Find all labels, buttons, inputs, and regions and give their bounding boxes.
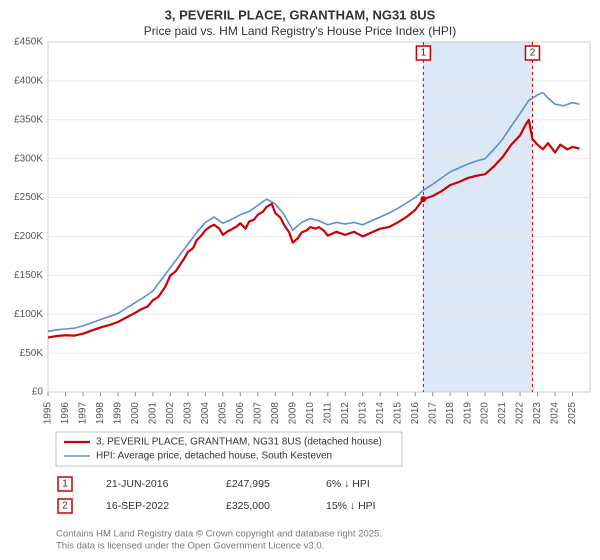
x-tick-label: 2020 — [480, 402, 491, 425]
x-tick-label: 2007 — [252, 402, 263, 425]
datarow-date: 21-JUN-2016 — [106, 478, 169, 490]
y-tick-label: £200K — [14, 231, 43, 242]
x-tick-label: 1998 — [95, 402, 106, 425]
sale-point — [420, 196, 426, 202]
ownership-band — [423, 42, 532, 392]
legend-label-price: 3, PEVERIL PLACE, GRANTHAM, NG31 8US (de… — [96, 437, 382, 448]
y-tick-label: £50K — [20, 348, 44, 359]
x-tick-label: 2005 — [217, 402, 228, 425]
x-tick-label: 2022 — [515, 402, 526, 425]
x-tick-label: 2010 — [305, 402, 316, 425]
x-tick-label: 1999 — [113, 402, 124, 425]
x-tick-label: 2008 — [270, 402, 281, 425]
legend-label-hpi: HPI: Average price, detached house, Sout… — [96, 451, 332, 462]
x-tick-label: 1997 — [78, 402, 89, 425]
chart-title-line2: Price paid vs. HM Land Registry's House … — [144, 24, 456, 38]
x-tick-label: 1995 — [43, 402, 54, 425]
chart-title-line1: 3, PEVERIL PLACE, GRANTHAM, NG31 8US — [165, 7, 436, 22]
attribution-line2: This data is licensed under the Open Gov… — [56, 541, 324, 552]
x-tick-label: 2016 — [410, 402, 421, 425]
y-tick-label: £350K — [14, 114, 43, 125]
x-tick-label: 2009 — [287, 402, 298, 425]
datarow-price: £247,995 — [226, 478, 270, 490]
x-tick-label: 2001 — [148, 402, 159, 425]
x-tick-label: 2025 — [567, 402, 578, 425]
x-tick-label: 2017 — [427, 402, 438, 425]
x-tick-label: 2012 — [340, 402, 351, 425]
x-tick-label: 2018 — [445, 402, 456, 425]
x-tick-label: 1996 — [60, 402, 71, 425]
x-tick-label: 2003 — [183, 402, 194, 425]
attribution-line1: Contains HM Land Registry data © Crown c… — [56, 529, 382, 540]
x-tick-label: 2014 — [375, 402, 386, 425]
datarow-price: £325,000 — [226, 500, 270, 512]
datarow-date: 16-SEP-2022 — [106, 500, 169, 512]
datarow-delta: 15% ↓ HPI — [326, 500, 376, 512]
y-tick-label: £250K — [14, 192, 43, 203]
x-tick-label: 2015 — [392, 402, 403, 425]
sale-marker-number: 2 — [530, 48, 536, 59]
y-tick-label: £100K — [14, 309, 43, 320]
x-tick-label: 2002 — [165, 402, 176, 425]
y-tick-label: £0 — [32, 387, 44, 398]
x-tick-label: 2006 — [235, 402, 246, 425]
y-tick-label: £400K — [14, 76, 43, 87]
x-tick-label: 2023 — [532, 402, 543, 425]
x-tick-label: 2004 — [200, 402, 211, 425]
x-tick-label: 2011 — [322, 402, 333, 424]
datarow-marker-number: 2 — [62, 501, 68, 512]
y-tick-label: £300K — [14, 153, 43, 164]
x-tick-label: 2000 — [130, 402, 141, 425]
chart-svg: 3, PEVERIL PLACE, GRANTHAM, NG31 8US Pric… — [0, 0, 600, 560]
y-tick-label: £450K — [14, 37, 43, 48]
x-tick-label: 2021 — [497, 402, 508, 425]
x-tick-label: 2019 — [462, 402, 473, 425]
y-tick-label: £150K — [14, 270, 43, 281]
x-tick-label: 2013 — [357, 402, 368, 425]
x-tick-label: 2024 — [550, 402, 561, 425]
datarow-delta: 6% ↓ HPI — [326, 478, 370, 490]
sale-marker-number: 1 — [421, 48, 427, 59]
datarow-marker-number: 1 — [62, 479, 68, 490]
chart-container: { "title_line1": "3, PEVERIL PLACE, GRAN… — [0, 0, 600, 560]
